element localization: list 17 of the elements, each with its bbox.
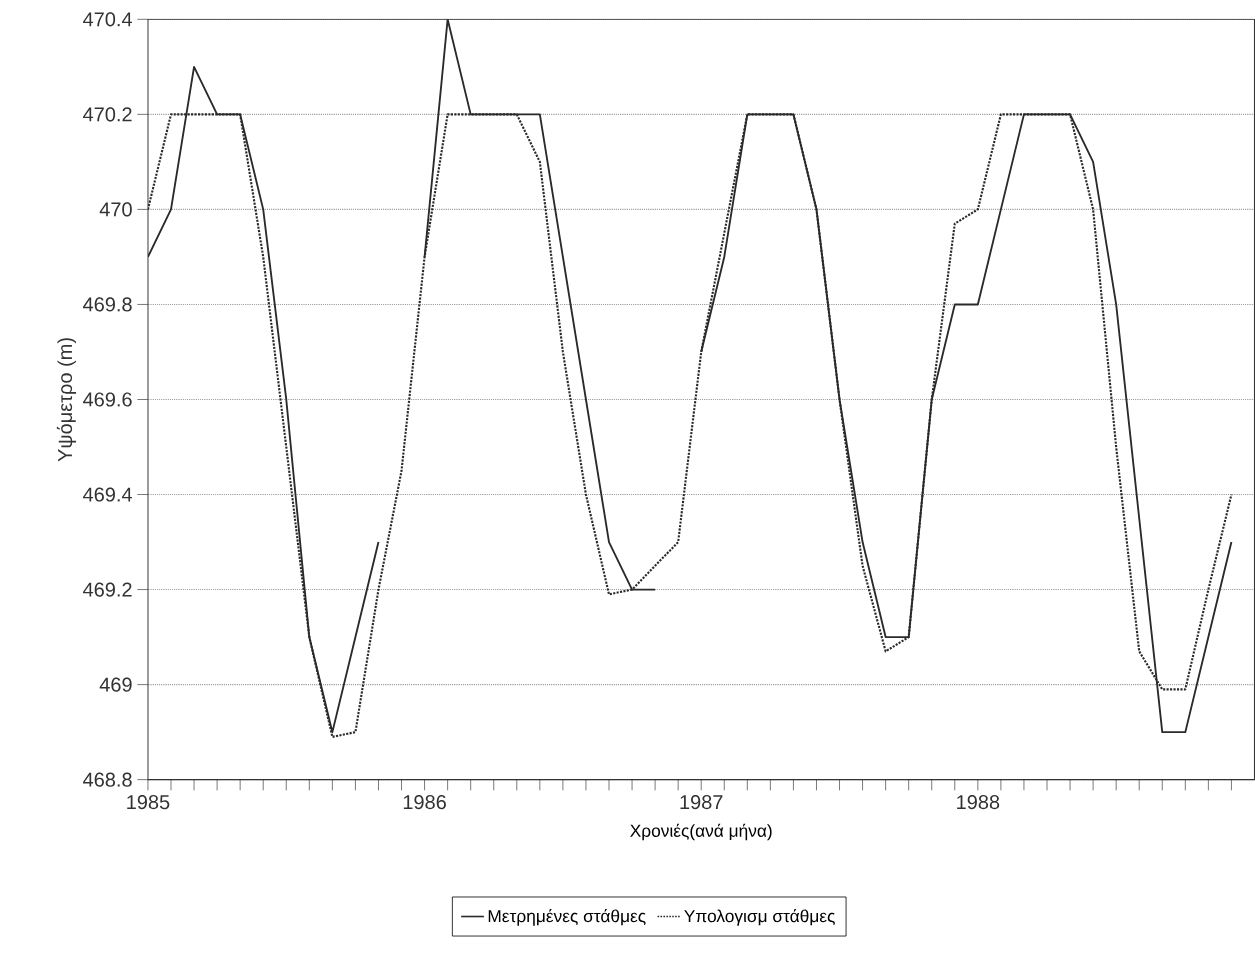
y-tick-label: 470 (99, 202, 132, 217)
x-tick-label: 1987 (680, 795, 723, 810)
legend-label: Μετρημένες στάθμες (488, 909, 646, 926)
y-tick-label: 469.4 (83, 487, 133, 502)
y-tick-label: 469.6 (83, 392, 132, 407)
x-tick-label: 1988 (957, 795, 1000, 810)
legend-label: Υπολογισμ στάθμες (684, 909, 835, 926)
y-tick-label: 469.2 (83, 582, 132, 597)
x-tick-label: 1986 (403, 795, 446, 810)
y-tick-label: 469 (99, 677, 132, 692)
x-axis-title: Χρονιές(ανά μήνα) (630, 823, 772, 841)
y-tick-label: 469.8 (83, 297, 132, 312)
y-tick-label: 470.2 (83, 107, 132, 122)
y-tick-label: 468.8 (83, 772, 132, 787)
x-tick-label: 1985 (127, 795, 170, 810)
y-axis-title: Υψόμετρο (m) (56, 338, 77, 462)
y-tick-label: 470.4 (83, 12, 133, 27)
